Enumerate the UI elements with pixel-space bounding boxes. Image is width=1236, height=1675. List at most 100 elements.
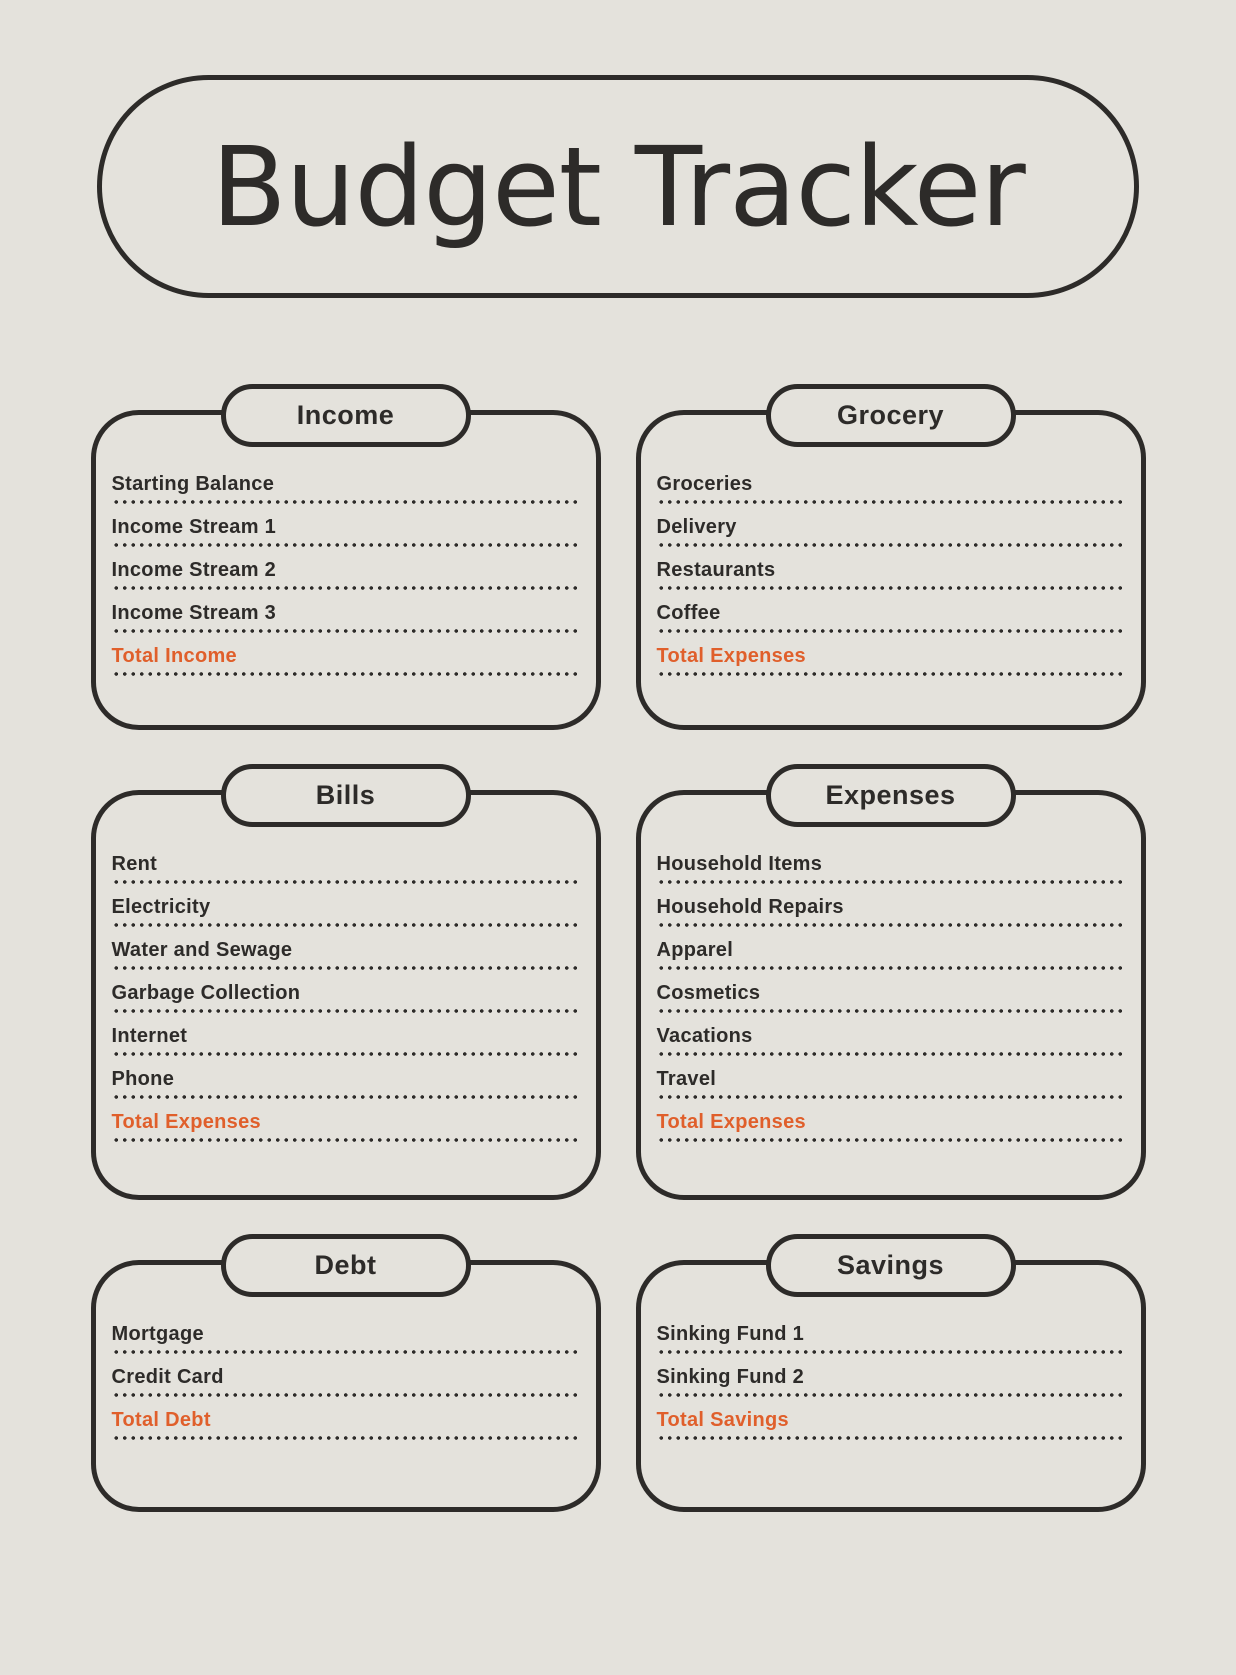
line-item: Apparel	[656, 938, 1125, 972]
line-item: Sinking Fund 2	[656, 1365, 1125, 1399]
line-item: Rent	[111, 852, 580, 886]
line-item-label: Vacations	[656, 1025, 753, 1047]
line-item: Starting Balance	[111, 472, 580, 506]
dotted-entry-line	[656, 1391, 1125, 1399]
dotted-entry-line	[111, 921, 580, 929]
section-expenses: Expenses Household Items Household Repai…	[635, 764, 1146, 1200]
line-item: Electricity	[111, 895, 580, 929]
dotted-entry-line	[111, 1391, 580, 1399]
dotted-entry-line	[111, 498, 580, 506]
line-item-label: Credit Card	[111, 1366, 224, 1388]
section-title: Savings	[836, 1250, 945, 1280]
line-item-label: Income Stream 1	[111, 516, 277, 538]
section-savings-tab: Savings	[765, 1234, 1016, 1297]
total-line-item: Total Expenses	[656, 644, 1125, 678]
dotted-entry-line	[111, 964, 580, 972]
dotted-entry-line	[111, 878, 580, 886]
total-label: Total Expenses	[111, 1111, 261, 1133]
dotted-entry-line	[656, 1007, 1125, 1015]
line-item: Restaurants	[656, 558, 1125, 592]
dotted-entry-line	[111, 1007, 580, 1015]
line-item: Internet	[111, 1024, 580, 1058]
section-title: Debt	[314, 1250, 377, 1280]
line-item-label: Electricity	[111, 896, 211, 918]
dotted-entry-line	[656, 878, 1125, 886]
total-label: Total Expenses	[656, 645, 806, 667]
dotted-entry-line	[656, 921, 1125, 929]
total-label: Total Income	[111, 645, 237, 667]
line-item: Vacations	[656, 1024, 1125, 1058]
line-item-label: Internet	[111, 1025, 188, 1047]
dotted-entry-line	[111, 541, 580, 549]
dotted-entry-line	[111, 584, 580, 592]
line-item: Sinking Fund 1	[656, 1322, 1125, 1356]
line-item-label: Delivery	[656, 516, 737, 538]
section-income: Income Starting Balance Income Stream 1 …	[90, 384, 601, 730]
line-item: Travel	[656, 1067, 1125, 1101]
budget-sections-grid: Income Starting Balance Income Stream 1 …	[0, 384, 1236, 1512]
dotted-entry-line	[656, 1434, 1125, 1442]
line-item: Phone	[111, 1067, 580, 1101]
line-item-label: Household Repairs	[656, 896, 844, 918]
dotted-entry-line	[656, 1093, 1125, 1101]
line-item-label: Starting Balance	[111, 473, 275, 495]
line-item-label: Groceries	[656, 473, 753, 495]
dotted-entry-line	[656, 498, 1125, 506]
section-grocery-tab: Grocery	[765, 384, 1016, 447]
section-debt: Debt Mortgage Credit Card Total Debt	[90, 1234, 601, 1512]
dotted-entry-line	[656, 584, 1125, 592]
section-income-tab: Income	[220, 384, 471, 447]
section-title: Bills	[315, 780, 376, 810]
dotted-entry-line	[111, 1093, 580, 1101]
line-item: Coffee	[656, 601, 1125, 635]
line-item: Cosmetics	[656, 981, 1125, 1015]
section-debt-tab: Debt	[220, 1234, 471, 1297]
line-item: Household Repairs	[656, 895, 1125, 929]
line-item-label: Household Items	[656, 853, 823, 875]
dotted-entry-line	[656, 1050, 1125, 1058]
line-item-label: Income Stream 2	[111, 559, 277, 581]
line-item: Garbage Collection	[111, 981, 580, 1015]
line-item-label: Sinking Fund 1	[656, 1323, 805, 1345]
line-item: Income Stream 2	[111, 558, 580, 592]
line-item: Water and Sewage	[111, 938, 580, 972]
dotted-entry-line	[656, 1348, 1125, 1356]
line-item-label: Garbage Collection	[111, 982, 301, 1004]
line-item: Credit Card	[111, 1365, 580, 1399]
total-line-item: Total Debt	[111, 1408, 580, 1442]
dotted-entry-line	[656, 670, 1125, 678]
line-item-label: Income Stream 3	[111, 602, 277, 624]
line-item: Delivery	[656, 515, 1125, 549]
line-item-label: Coffee	[656, 602, 721, 624]
dotted-entry-line	[111, 1348, 580, 1356]
page-title-pill: Budget Tracker	[97, 75, 1139, 298]
dotted-entry-line	[111, 1050, 580, 1058]
line-item: Mortgage	[111, 1322, 580, 1356]
line-item-label: Sinking Fund 2	[656, 1366, 805, 1388]
line-item: Groceries	[656, 472, 1125, 506]
line-item: Household Items	[656, 852, 1125, 886]
dotted-entry-line	[656, 541, 1125, 549]
dotted-entry-line	[111, 670, 580, 678]
dotted-entry-line	[111, 627, 580, 635]
total-line-item: Total Savings	[656, 1408, 1125, 1442]
total-line-item: Total Income	[111, 644, 580, 678]
line-item-label: Apparel	[656, 939, 734, 961]
line-item-label: Cosmetics	[656, 982, 761, 1004]
line-item: Income Stream 1	[111, 515, 580, 549]
line-item-label: Water and Sewage	[111, 939, 293, 961]
section-expenses-tab: Expenses	[765, 764, 1016, 827]
total-label: Total Savings	[656, 1409, 789, 1431]
dotted-entry-line	[656, 1136, 1125, 1144]
page-title: Budget Tracker	[211, 122, 1025, 251]
dotted-entry-line	[111, 1434, 580, 1442]
total-line-item: Total Expenses	[656, 1110, 1125, 1144]
total-line-item: Total Expenses	[111, 1110, 580, 1144]
dotted-entry-line	[656, 627, 1125, 635]
dotted-entry-line	[111, 1136, 580, 1144]
section-title: Grocery	[836, 400, 945, 430]
section-title: Expenses	[825, 780, 956, 810]
total-label: Total Debt	[111, 1409, 211, 1431]
total-label: Total Expenses	[656, 1111, 806, 1133]
line-item-label: Phone	[111, 1068, 175, 1090]
